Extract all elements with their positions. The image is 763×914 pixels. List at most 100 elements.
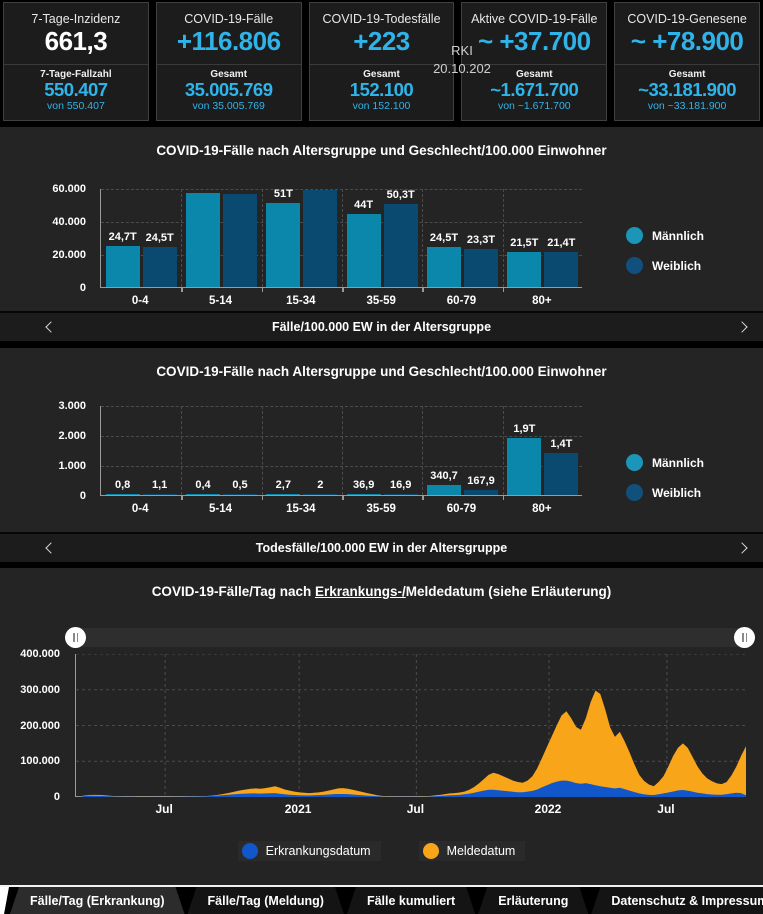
bar-weiblich-15-34[interactable] xyxy=(303,493,338,495)
scroll-left-icon[interactable] xyxy=(45,542,57,554)
x-category-label: 35-59 xyxy=(366,295,396,307)
tab-datenschutz-impressum[interactable]: Datenschutz & Impressum xyxy=(591,887,763,914)
x-category-label: 0-4 xyxy=(131,295,149,307)
bar-männlich-35-59[interactable] xyxy=(346,214,381,287)
y-tick-label: 1.000 xyxy=(58,460,86,472)
tab-fälle-tag-erkrankung-[interactable]: Fälle/Tag (Erkrankung) xyxy=(10,887,185,914)
x-tick-label: Jul xyxy=(657,802,675,816)
scroll-right-icon[interactable] xyxy=(736,542,748,554)
bar-männlich-60-79[interactable] xyxy=(427,246,461,287)
slider-handle-right[interactable] xyxy=(734,627,755,648)
chart-legend: Männlich Weiblich xyxy=(626,454,741,514)
bar-weiblich-60-79[interactable] xyxy=(464,248,498,287)
deaths-by-age-chart-panel: COVID-19-Fälle nach Altersgruppe und Ges… xyxy=(0,348,763,562)
y-tick-label: 0 xyxy=(53,791,60,803)
x-category-label: 80+ xyxy=(532,503,552,515)
legend-item-männlich[interactable]: Männlich xyxy=(626,454,741,471)
bar-männlich-80+[interactable] xyxy=(507,438,542,495)
x-tick-label: 2021 xyxy=(284,802,312,816)
bar-value-label: 21,4T xyxy=(547,236,576,249)
bar-weiblich-0-4[interactable] xyxy=(142,246,177,287)
bar-weiblich-60-79[interactable] xyxy=(464,489,498,495)
scroll-right-icon[interactable] xyxy=(736,321,748,333)
bar-weiblich-5-14[interactable] xyxy=(223,493,257,495)
kpi-value: +223 xyxy=(353,26,410,56)
x-category-label: 60-79 xyxy=(446,503,477,515)
weiblich-legend-dot-icon xyxy=(626,257,643,274)
x-category-label: 5-14 xyxy=(208,295,233,307)
x-tick-label: Jul xyxy=(155,802,173,816)
kpi-card-inzidenz: 7-Tage-Inzidenz 661,3 7-Tage-Fallzahl 55… xyxy=(3,2,149,121)
bar-value-label: 16,9 xyxy=(389,478,412,491)
bar-männlich-15-34[interactable] xyxy=(266,202,301,287)
kpi-card-faelle: COVID-19-Fälle +116.806 Gesamt 35.005.76… xyxy=(155,2,302,121)
bar-value-label: 36,9 xyxy=(352,478,375,491)
bar-value-label: 0,5 xyxy=(232,478,248,491)
maennlich-legend-dot-icon xyxy=(626,227,643,244)
bar-männlich-15-34[interactable] xyxy=(266,493,301,495)
bar-männlich-60-79[interactable] xyxy=(427,484,461,495)
chart-legend: Männlich Weiblich xyxy=(626,227,741,287)
bar-weiblich-15-34[interactable] xyxy=(303,189,338,287)
erkrankungsdatum-legend-dot-icon xyxy=(241,843,258,859)
legend-item-weiblich[interactable]: Weiblich xyxy=(626,257,741,274)
bar-weiblich-35-59[interactable] xyxy=(383,493,418,495)
bar-männlich-35-59[interactable] xyxy=(346,493,381,495)
bar-value-label: 44T xyxy=(354,199,374,212)
bottom-tabbar: Fälle/Tag (Erkrankung) Fälle/Tag (Meldung… xyxy=(0,885,763,914)
chart-footer: Todesfälle/100.000 EW in der Altersgrupp… xyxy=(0,532,763,562)
bar-männlich-0-4[interactable] xyxy=(105,246,140,287)
tab-fälle-kumuliert[interactable]: Fälle kumuliert xyxy=(347,887,475,914)
y-tick-label: 0 xyxy=(79,282,86,294)
area-series-erkrankungsdatum[interactable] xyxy=(76,780,746,797)
y-tick-label: 3.000 xyxy=(58,400,86,412)
kpi-von: von ~33.181.900 xyxy=(647,100,727,112)
bar-weiblich-35-59[interactable] xyxy=(383,204,418,287)
plot-area: 0,8 1,1 0,4 0,5 2,7 2 36,9 16,9 340,7 167,9 1,9T 1,… xyxy=(100,406,582,500)
kpi-subvalue: 35.005.769 xyxy=(184,79,273,100)
time-series-svg xyxy=(76,654,746,797)
bar-value-label: 50,3T xyxy=(386,189,415,202)
title-link-erkrankungs[interactable]: Erkrankungs-/ xyxy=(314,584,406,599)
y-tick-label: 400.000 xyxy=(20,648,60,660)
kpi-von: von ~1.671.700 xyxy=(497,100,571,112)
kpi-von: von 550.407 xyxy=(46,100,105,112)
legend-item-erkrankungsdatum[interactable]: Erkrankungsdatum xyxy=(237,841,381,861)
bar-männlich-0-4[interactable] xyxy=(105,493,140,495)
bar-weiblich-0-4[interactable] xyxy=(142,493,177,495)
tab-erläuterung[interactable]: Erläuterung xyxy=(478,887,588,914)
slider-handle-left[interactable] xyxy=(65,627,86,648)
x-category-label: 60-79 xyxy=(446,295,477,307)
x-tick-label: 2022 xyxy=(534,802,562,816)
bar-value-label: 0,8 xyxy=(115,478,131,491)
time-range-slider[interactable] xyxy=(65,627,755,648)
bar-männlich-5-14[interactable] xyxy=(186,192,220,287)
legend-item-weiblich[interactable]: Weiblich xyxy=(626,484,741,501)
bar-weiblich-80+[interactable] xyxy=(544,453,579,495)
bar-value-label: 23,3T xyxy=(466,233,496,246)
y-tick-label: 2.000 xyxy=(58,430,86,442)
bar-weiblich-80+[interactable] xyxy=(544,251,579,287)
tab-fälle-tag-meldung-[interactable]: Fälle/Tag (Meldung) xyxy=(188,887,344,914)
legend-item-männlich[interactable]: Männlich xyxy=(626,227,741,244)
legend-label: Männlich xyxy=(652,455,705,470)
legend-item-meldedatum[interactable]: Meldedatum xyxy=(418,841,526,861)
axis-caption: Fälle/100.000 EW in der Altersgruppe xyxy=(271,320,492,334)
bar-männlich-80+[interactable] xyxy=(507,251,542,287)
bar-männlich-5-14[interactable] xyxy=(186,493,220,495)
bar-value-label: 24,7T xyxy=(108,231,137,244)
kpi-title: 7-Tage-Inzidenz xyxy=(31,12,121,26)
x-category-label: 5-14 xyxy=(208,503,233,515)
bar-value-label: 51T xyxy=(273,187,293,200)
bar-value-label: 2,7 xyxy=(275,478,291,491)
bar-weiblich-5-14[interactable] xyxy=(223,193,257,287)
chart-title: COVID-19-Fälle nach Altersgruppe und Ges… xyxy=(156,364,607,379)
tab-edge-sliver xyxy=(0,887,9,914)
scroll-left-icon[interactable] xyxy=(45,321,57,333)
y-axis: 3.000 2.000 1.000 0 xyxy=(0,400,94,502)
y-tick-label: 40.000 xyxy=(52,216,86,228)
meldedatum-legend-dot-icon xyxy=(422,843,439,859)
area-series-meldedatum[interactable] xyxy=(76,690,746,798)
x-category-label: 15-34 xyxy=(286,295,316,307)
y-axis: 400.000 300.000 200.000 100.000 0 xyxy=(0,648,68,803)
